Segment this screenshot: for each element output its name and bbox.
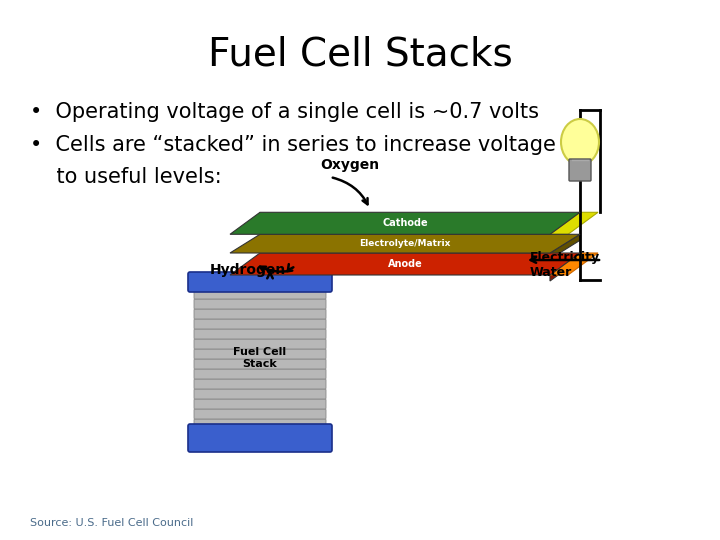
FancyBboxPatch shape (194, 329, 326, 339)
Text: •  Cells are “stacked” in series to increase voltage: • Cells are “stacked” in series to incre… (30, 135, 556, 155)
Text: Electrolyte/Matrix: Electrolyte/Matrix (359, 239, 451, 248)
FancyBboxPatch shape (194, 379, 326, 389)
FancyBboxPatch shape (194, 349, 326, 359)
FancyBboxPatch shape (188, 272, 332, 292)
Text: Source: U.S. Fuel Cell Council: Source: U.S. Fuel Cell Council (30, 518, 194, 528)
FancyBboxPatch shape (194, 359, 326, 369)
Text: Cathode: Cathode (382, 218, 428, 228)
Text: Oxygen: Oxygen (320, 158, 379, 172)
Text: to useful levels:: to useful levels: (30, 167, 222, 187)
FancyBboxPatch shape (194, 299, 326, 309)
Polygon shape (550, 253, 598, 275)
FancyBboxPatch shape (569, 159, 591, 181)
FancyBboxPatch shape (194, 289, 326, 299)
Text: Electricity
Water: Electricity Water (530, 251, 600, 279)
FancyBboxPatch shape (194, 399, 326, 409)
FancyBboxPatch shape (194, 409, 326, 419)
Polygon shape (230, 234, 580, 253)
Ellipse shape (561, 119, 599, 165)
FancyBboxPatch shape (194, 309, 326, 319)
Polygon shape (550, 212, 580, 240)
Polygon shape (550, 253, 580, 281)
Text: •  Operating voltage of a single cell is ~0.7 volts: • Operating voltage of a single cell is … (30, 102, 539, 122)
FancyBboxPatch shape (194, 319, 326, 329)
Text: Anode: Anode (387, 259, 423, 269)
Text: Fuel Cell
Stack: Fuel Cell Stack (233, 347, 287, 369)
FancyBboxPatch shape (194, 389, 326, 399)
Polygon shape (230, 253, 580, 275)
Text: Hydrogen: Hydrogen (210, 263, 287, 277)
FancyBboxPatch shape (194, 369, 326, 379)
Polygon shape (550, 234, 580, 259)
FancyBboxPatch shape (194, 339, 326, 349)
Text: Fuel Cell Stacks: Fuel Cell Stacks (207, 35, 513, 73)
Polygon shape (230, 212, 580, 234)
FancyBboxPatch shape (188, 424, 332, 452)
FancyBboxPatch shape (194, 419, 326, 429)
Polygon shape (550, 212, 598, 234)
